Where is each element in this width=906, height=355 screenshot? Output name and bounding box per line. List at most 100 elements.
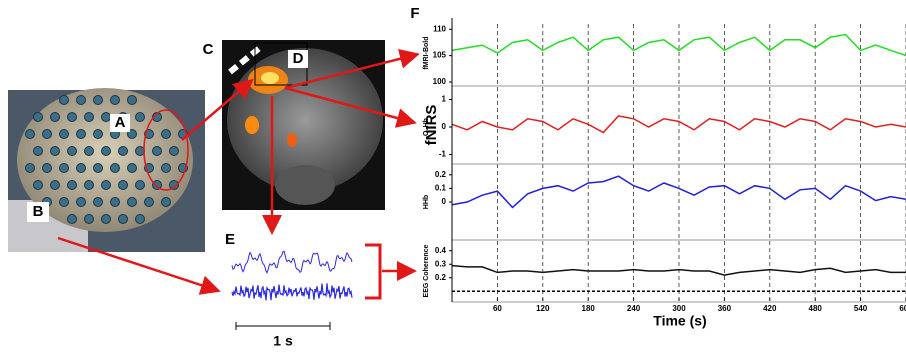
electrode	[118, 146, 128, 156]
line-series	[451, 33, 906, 57]
electrode	[93, 197, 103, 207]
y-axis-label: EEG Coherence	[423, 244, 430, 297]
x-tick-label: 60	[493, 304, 502, 313]
electrode	[25, 163, 35, 173]
electrode	[76, 163, 86, 173]
y-tick-label: 0.3	[435, 259, 447, 268]
electrode	[110, 163, 120, 173]
electrode	[110, 95, 120, 105]
electrode	[59, 129, 69, 139]
electrode	[161, 197, 171, 207]
line-series	[451, 264, 906, 276]
electrode	[76, 197, 86, 207]
electrode	[93, 163, 103, 173]
electrode	[135, 112, 145, 122]
electrode	[50, 146, 60, 156]
electrode	[93, 129, 103, 139]
bracket	[365, 243, 382, 300]
electrode	[135, 180, 145, 190]
electrode	[110, 197, 120, 207]
y-tick-label: 0.2	[435, 273, 447, 282]
electrode	[118, 180, 128, 190]
electrode	[59, 95, 69, 105]
y-tick-label: 105	[433, 51, 447, 60]
electrode	[127, 197, 137, 207]
electrode	[33, 180, 43, 190]
label: F	[410, 5, 419, 22]
x-tick-label: 120	[536, 304, 550, 313]
photo	[8, 88, 205, 252]
y-tick-label: 1	[442, 95, 447, 104]
electrode	[152, 146, 162, 156]
electrode	[84, 180, 94, 190]
x-tick-label: 600	[899, 304, 906, 313]
electrode	[118, 214, 128, 224]
fnirs-label: fNIRS	[423, 105, 440, 146]
electrode	[161, 129, 171, 139]
electrode	[101, 214, 111, 224]
electrode	[67, 146, 77, 156]
label: A	[115, 114, 126, 131]
electrode	[25, 129, 35, 139]
electrode	[67, 180, 77, 190]
x-tick-label: 480	[809, 304, 823, 313]
electrode	[42, 129, 52, 139]
scale-label: 1 s	[273, 333, 293, 349]
line-series	[451, 175, 906, 209]
electrode	[76, 95, 86, 105]
x-tick-label: 300	[672, 304, 686, 313]
electrode	[127, 163, 137, 173]
electrode	[169, 180, 179, 190]
x-tick-label: 420	[763, 304, 777, 313]
electrode	[93, 95, 103, 105]
x-tick-label: 240	[627, 304, 641, 313]
electrode	[101, 180, 111, 190]
mri-image	[222, 40, 385, 210]
arrows	[57, 48, 420, 295]
y-tick-label: 0	[442, 197, 447, 206]
electrode	[84, 214, 94, 224]
label: D	[293, 50, 304, 67]
label: C	[203, 41, 214, 58]
electrode	[33, 112, 43, 122]
line-series	[451, 115, 906, 134]
eeg-trace	[231, 250, 353, 274]
x-tick-label: 360	[718, 304, 732, 313]
eeg-trace	[231, 283, 353, 301]
electrode	[84, 146, 94, 156]
electrode	[101, 146, 111, 156]
y-tick-label: 110	[433, 24, 446, 33]
electrode	[161, 163, 171, 173]
label: B	[33, 203, 44, 220]
y-tick-label: 0.1	[435, 184, 447, 193]
electrode	[50, 112, 60, 122]
electrode	[101, 112, 111, 122]
y-axis-label: O₂Hb	[423, 118, 430, 136]
electrode	[169, 146, 179, 156]
x-axis-label: Time (s)	[653, 313, 706, 329]
y-tick-label: 0.2	[435, 170, 447, 179]
electrode	[67, 214, 77, 224]
label: E	[225, 231, 235, 248]
scale-bar	[235, 322, 331, 330]
electrode	[144, 197, 154, 207]
y-tick-label: 0	[442, 122, 447, 131]
electrode	[33, 146, 43, 156]
electrode	[127, 95, 137, 105]
y-tick-label: -1	[439, 150, 447, 159]
y-tick-label: 100	[433, 77, 447, 86]
electrode	[152, 180, 162, 190]
x-tick-label: 180	[582, 304, 596, 313]
x-tick-label: 540	[854, 304, 868, 313]
electrode	[59, 197, 69, 207]
y-tick-label: 0.4	[435, 246, 447, 255]
y-axis-label: HHb	[423, 195, 430, 209]
electrode	[67, 112, 77, 122]
electrode	[59, 163, 69, 173]
electrode	[50, 180, 60, 190]
electrode	[42, 163, 52, 173]
electrode	[84, 112, 94, 122]
electrode	[135, 146, 145, 156]
y-axis-label: fMRI-Bold	[423, 36, 430, 69]
